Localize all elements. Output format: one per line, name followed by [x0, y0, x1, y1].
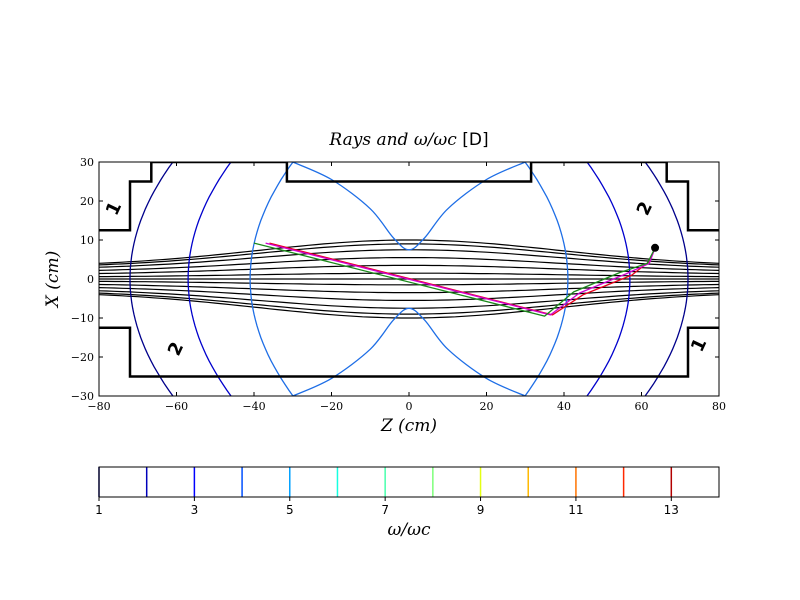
y-tick-label: −30	[71, 390, 94, 403]
flux-surface-lower-3	[99, 287, 719, 301]
flux-surface-lower-6	[99, 294, 719, 319]
rays	[253, 242, 656, 317]
contour-lines	[129, 162, 689, 396]
flux-surface-upper-5	[99, 243, 719, 266]
contour-level-3-center-lower	[292, 307, 526, 396]
axes-ticks: −80 −60 −40 −20 0 20 40 60 80 −30 −20 −10 0 10 20 30	[71, 156, 726, 413]
colorbar-tick-label: 11	[568, 503, 583, 517]
x-tick-label: 80	[712, 400, 726, 413]
y-tick-label: 20	[80, 195, 94, 208]
x-tick-label: −60	[165, 400, 188, 413]
contour-level-3-left	[249, 162, 294, 396]
flux-surface-upper-6	[99, 239, 719, 264]
x-tick-label: 0	[406, 400, 413, 413]
flux-surfaces	[99, 239, 719, 319]
colorbar: 1 3 5 7 9 11 13 ω/ωc	[95, 466, 720, 540]
launch-point-marker	[651, 243, 660, 252]
flux-surface-upper-3	[99, 257, 719, 271]
colorbar-background	[99, 467, 719, 497]
colorbar-tick-label: 9	[477, 503, 485, 517]
vessel-walls	[99, 162, 719, 378]
x-tick-label: −80	[87, 400, 110, 413]
chart-title: Rays and ω/ωc [D]	[328, 130, 488, 150]
colorbar-tick-label: 7	[381, 503, 389, 517]
flux-surface-upper-1	[99, 272, 719, 278]
colorbar-tick-label: 1	[95, 503, 103, 517]
flux-surface-lower-1	[99, 280, 719, 286]
contour-level-2-left	[187, 162, 232, 396]
y-tick-label: 30	[80, 156, 94, 169]
y-tick-label: 10	[80, 234, 94, 247]
colorbar-tick-label: 5	[286, 503, 294, 517]
x-tick-label: 60	[635, 400, 649, 413]
contour-level-2-right	[586, 162, 631, 396]
contour-level-1-left	[129, 162, 174, 396]
contour-level-3-center-upper	[292, 162, 526, 251]
y-axis-label: X (cm)	[43, 251, 63, 309]
x-axis-label: Z (cm)	[380, 416, 437, 436]
x-tick-label: 40	[557, 400, 571, 413]
contour-level-1-right	[644, 162, 689, 396]
colorbar-tick-label: 3	[191, 503, 199, 517]
x-tick-label: 20	[480, 400, 494, 413]
ray-green	[253, 242, 656, 317]
colorbar-ticks: 1 3 5 7 9 11 13	[95, 497, 679, 517]
y-tick-label: −10	[71, 312, 94, 325]
y-tick-label: 0	[87, 273, 94, 286]
flux-surface-lower-2	[99, 283, 719, 294]
y-tick-label: −20	[71, 351, 94, 364]
contour-level-3-right	[524, 162, 569, 396]
colorbar-tick-label: 13	[664, 503, 679, 517]
vessel-wall-lower	[99, 326, 719, 378]
flux-surface-lower-5	[99, 292, 719, 315]
ray-magenta	[265, 242, 656, 316]
vessel-wall-upper	[99, 162, 719, 232]
colorbar-label: ω/ωc	[388, 520, 431, 540]
x-tick-label: −20	[320, 400, 343, 413]
colorbar-frame	[98, 466, 720, 498]
flux-surface-upper-2	[99, 264, 719, 275]
x-tick-label: −40	[242, 400, 265, 413]
